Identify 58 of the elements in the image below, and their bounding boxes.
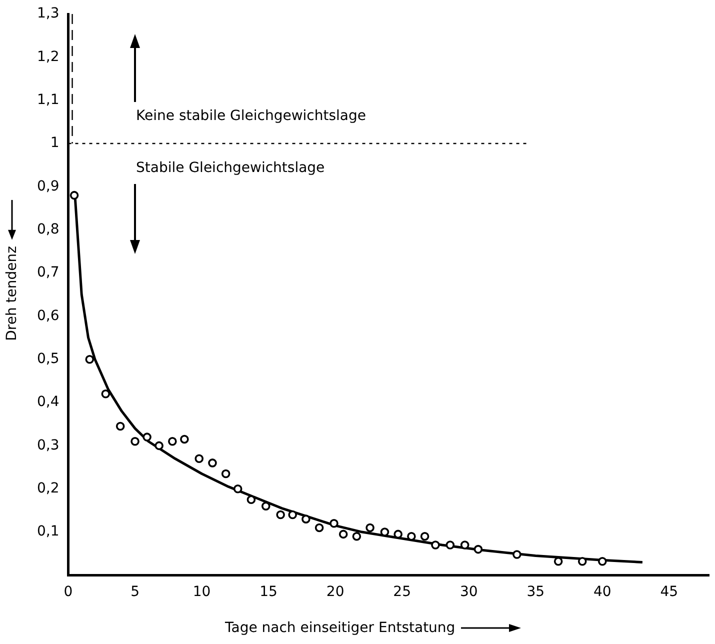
point	[101, 389, 110, 398]
x-tick-label: 0	[64, 584, 73, 600]
y-tick-label: 0,5	[37, 350, 60, 367]
x-tick-label: 35	[526, 584, 545, 600]
y-tick-label: 1,1	[37, 92, 60, 108]
point	[221, 469, 230, 478]
x-tick-label: 20	[326, 584, 344, 600]
point	[330, 518, 338, 528]
x-axis-title: Tage nach einseitiger Entstatung	[225, 620, 456, 636]
y-tick-label: 0,9	[37, 178, 60, 194]
point	[85, 354, 94, 364]
point	[276, 510, 285, 520]
point	[168, 436, 177, 446]
x-tick-label: 40	[593, 584, 612, 600]
point	[420, 532, 430, 541]
y-tick-label: 0,4	[37, 394, 60, 410]
point	[116, 422, 125, 431]
y-tick-label: 0,1	[37, 524, 60, 540]
point	[338, 530, 348, 539]
x-tick-label: 5	[130, 584, 140, 600]
point	[288, 510, 297, 520]
y-tick-label: 0,6	[37, 308, 60, 324]
point	[598, 556, 607, 566]
y-tick-label: 0,2	[37, 480, 60, 496]
point	[194, 454, 204, 464]
point	[352, 532, 362, 541]
point	[512, 550, 522, 559]
point	[431, 540, 440, 550]
x-tick-label: 10	[192, 584, 211, 600]
point	[180, 434, 189, 444]
annotation: Keine stabile Gleichgewichtslage	[136, 108, 366, 124]
point	[446, 540, 455, 550]
point	[233, 484, 242, 494]
point	[142, 432, 152, 442]
point	[460, 540, 470, 550]
y-axis-title: Dreh tendenz	[4, 246, 20, 341]
point	[302, 514, 310, 524]
y-tick-label: 0,7	[37, 264, 60, 281]
point	[578, 556, 587, 566]
point	[208, 458, 217, 468]
point	[70, 190, 79, 200]
annotation: Stabile Gleichgewichtslage	[136, 160, 325, 176]
x-tick-label: 15	[260, 584, 278, 600]
point	[154, 441, 164, 450]
y-tick-label: 1,2	[37, 48, 60, 65]
x-tick-label: 25	[393, 584, 411, 600]
y-tick-label: 1	[50, 135, 60, 152]
point	[246, 495, 256, 504]
x-tick-label: 30	[460, 584, 478, 600]
point	[261, 502, 270, 511]
point	[366, 523, 374, 532]
point	[474, 544, 483, 554]
y-tick-label: 0,8	[37, 221, 60, 238]
point	[314, 523, 324, 532]
x-tick-label: 45	[660, 584, 678, 600]
y-tick-label: 1,3	[37, 6, 60, 22]
point	[130, 436, 140, 446]
y-tick-label: 0,3	[37, 437, 60, 454]
